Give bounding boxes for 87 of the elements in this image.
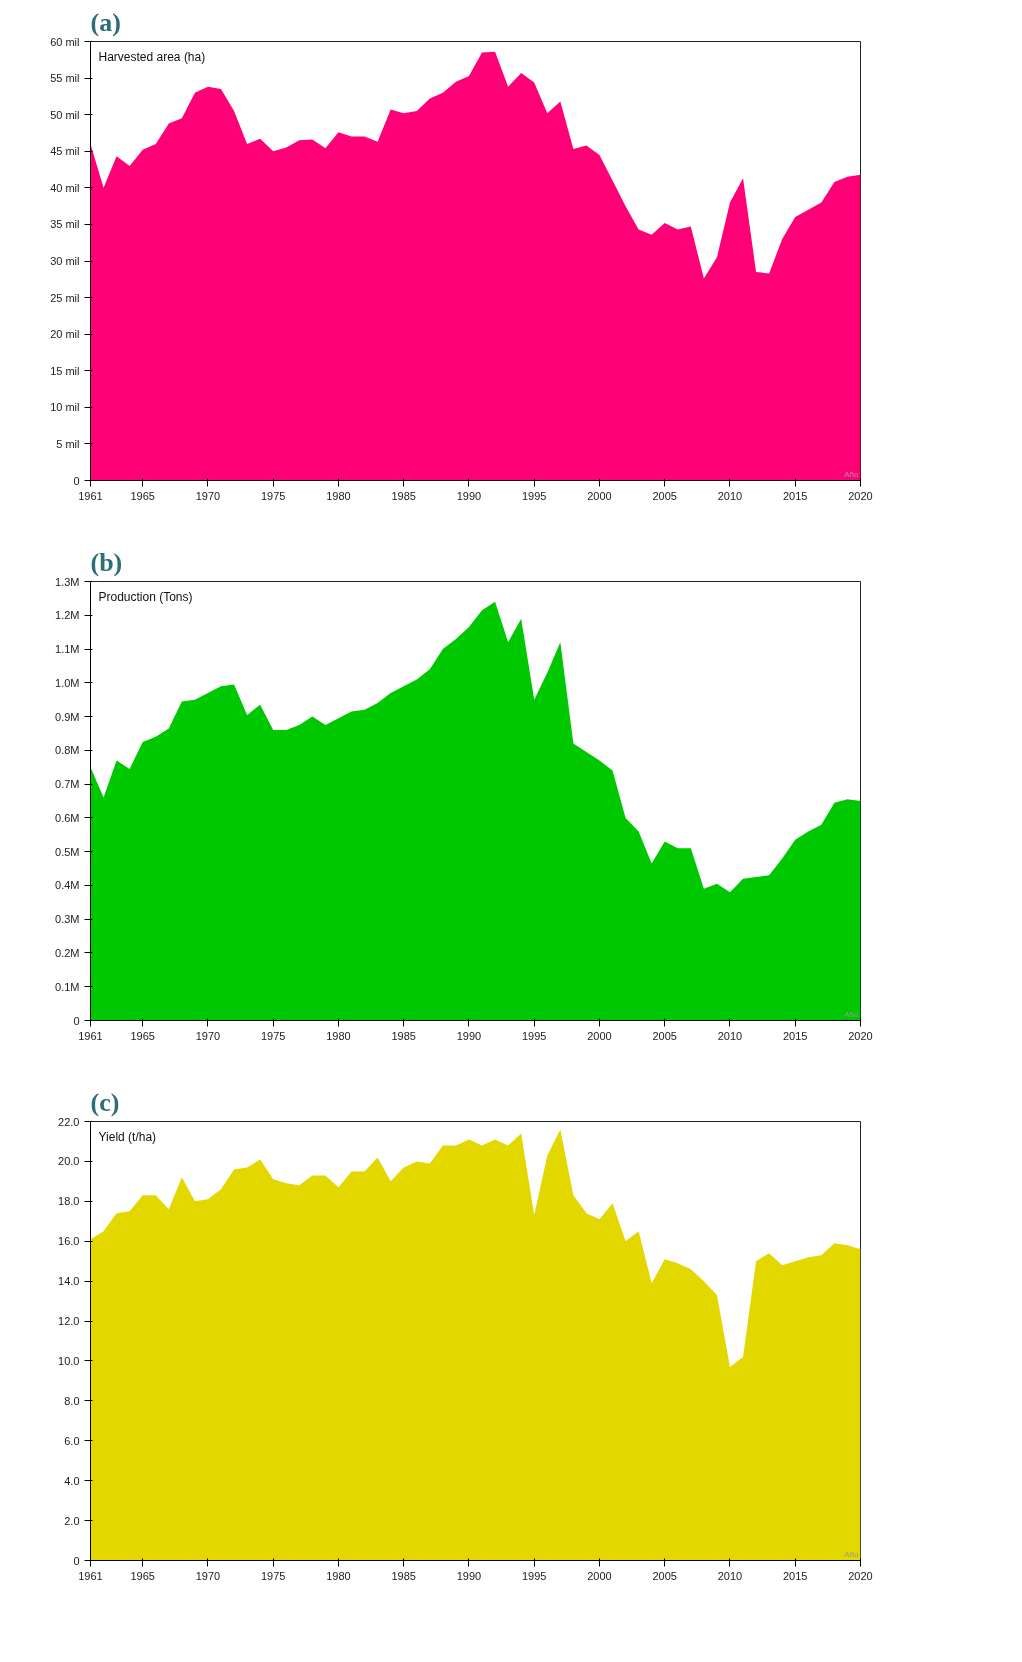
x-tick-label: 2010 [717, 489, 743, 502]
x-axis-title: Año [844, 469, 860, 479]
x-tick-label: 2005 [652, 1569, 677, 1582]
y-tick-label: 1.1M [55, 643, 80, 656]
y-tick-label: 0.7M [55, 778, 80, 791]
y-tick-label: 0 [73, 1554, 80, 1567]
x-tick-label: 1990 [456, 1569, 482, 1582]
x-tick-label: 1975 [260, 1569, 286, 1582]
y-tick-label: 16.0 [58, 1235, 80, 1248]
chart-title: (b) [90, 547, 123, 577]
x-tick-label: 1961 [78, 1569, 103, 1582]
x-tick-label: 1985 [391, 1029, 416, 1042]
y-tick-label: 4.0 [64, 1474, 80, 1487]
y-tick-label: 0 [73, 1014, 80, 1027]
y-tick-label: 0.5M [55, 845, 80, 858]
y-tick-label: 60 mil [50, 35, 80, 48]
y-axis-title: Production (Tons) [98, 589, 193, 604]
x-tick-label: 1995 [521, 1029, 547, 1042]
x-tick-label: 2000 [587, 1569, 612, 1582]
y-tick-label: 30 mil [50, 255, 80, 267]
x-tick-label: 2005 [652, 489, 677, 502]
x-tick-label: 2010 [717, 1569, 743, 1582]
x-tick-label: 1975 [260, 1029, 286, 1042]
y-tick-label: 15 mil [50, 364, 80, 377]
x-tick-label: 2000 [587, 1029, 612, 1042]
x-tick-label: 1970 [195, 1029, 221, 1042]
x-tick-label: 2020 [848, 1569, 873, 1582]
x-tick-label: 1985 [391, 1569, 416, 1582]
x-tick-label: 1965 [130, 489, 155, 502]
y-tick-label: 14.0 [58, 1275, 80, 1288]
x-tick-label: 2015 [783, 1029, 808, 1042]
x-tick-label: 1980 [326, 1029, 351, 1042]
y-tick-label: 20 mil [50, 328, 80, 341]
x-tick-label: 1990 [456, 489, 482, 502]
x-tick-label: 1985 [391, 489, 416, 502]
y-tick-label: 10 mil [50, 401, 80, 414]
y-tick-label: 25 mil [50, 291, 80, 304]
y-tick-label: 50 mil [50, 108, 80, 121]
chart-title: (c) [90, 1087, 120, 1117]
y-tick-label: 0.9M [55, 710, 80, 723]
x-tick-label: 2015 [783, 489, 808, 502]
x-tick-label: 1961 [78, 1029, 103, 1042]
x-tick-label: 1975 [260, 489, 286, 502]
x-tick-label: 2010 [717, 1029, 743, 1042]
y-axis-title: Harvested area (ha) [98, 49, 206, 64]
y-tick-label: 40 mil [50, 181, 80, 194]
y-tick-label: 0.3M [55, 913, 80, 926]
x-tick-label: 1965 [130, 1029, 155, 1042]
x-tick-label: 2020 [848, 1029, 873, 1042]
y-tick-label: 0.8M [55, 744, 80, 757]
x-tick-label: 1961 [78, 489, 103, 502]
y-axis-title: Yield (t/ha) [98, 1129, 157, 1144]
x-tick-label: 1995 [521, 489, 547, 502]
x-tick-label: 1980 [326, 1569, 351, 1582]
y-tick-label: 18.0 [58, 1195, 80, 1208]
chart-title: (a) [90, 7, 121, 37]
y-tick-label: 1.2M [55, 609, 80, 622]
y-tick-label: 22.0 [58, 1115, 80, 1128]
y-tick-label: 2.0 [64, 1514, 80, 1527]
y-tick-label: 20.0 [58, 1155, 80, 1168]
x-tick-label: 1970 [195, 1569, 221, 1582]
y-tick-label: 0.2M [55, 946, 80, 959]
y-tick-label: 6.0 [64, 1434, 80, 1447]
x-axis-title: Año [844, 1009, 860, 1019]
x-tick-label: 1965 [130, 1569, 155, 1582]
y-tick-label: 0.4M [55, 879, 80, 892]
x-tick-label: 1990 [456, 1029, 482, 1042]
x-tick-label: 2000 [587, 489, 612, 502]
x-tick-label: 1995 [521, 1569, 547, 1582]
y-tick-label: 35 mil [50, 218, 80, 231]
x-tick-label: 2005 [652, 1029, 677, 1042]
x-tick-label: 1970 [195, 489, 221, 502]
y-tick-label: 1.0M [55, 676, 80, 689]
y-tick-label: 0 [73, 474, 80, 487]
y-tick-label: 1.3M [55, 575, 80, 588]
y-tick-label: 5 mil [56, 437, 80, 450]
x-tick-label: 2015 [783, 1569, 808, 1582]
y-tick-label: 10.0 [58, 1354, 80, 1367]
y-tick-label: 0.6M [55, 811, 80, 824]
x-tick-label: 2020 [848, 489, 873, 502]
x-axis-title: Año [844, 1549, 860, 1559]
y-tick-label: 55 mil [50, 72, 80, 85]
y-tick-label: 45 mil [50, 145, 80, 158]
y-tick-label: 8.0 [64, 1394, 80, 1407]
y-tick-label: 12.0 [58, 1315, 80, 1328]
x-tick-label: 1980 [326, 489, 351, 502]
y-tick-label: 0.1M [55, 980, 80, 993]
